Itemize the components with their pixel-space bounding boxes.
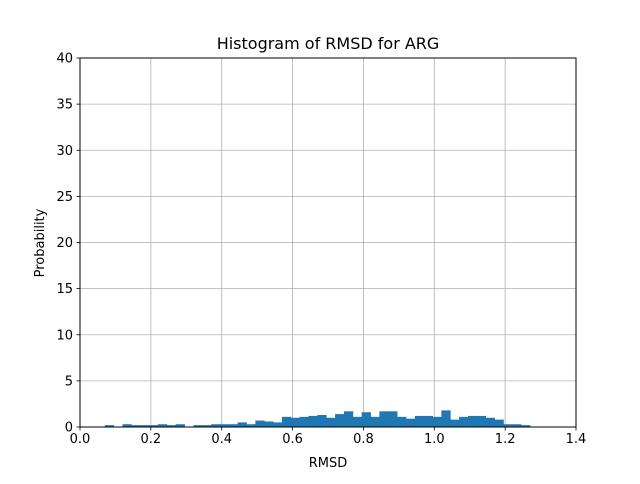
histogram-bar: [485, 417, 495, 427]
histogram-bar: [299, 416, 309, 427]
histogram-bar: [211, 424, 221, 427]
x-tick-label: 1.0: [424, 432, 445, 447]
histogram-bar: [512, 424, 522, 427]
x-tick-label: 1.4: [566, 432, 587, 447]
histogram-bar: [122, 424, 132, 427]
histogram-bar: [370, 416, 380, 427]
histogram-bar: [414, 415, 425, 427]
x-axis-label: RMSD: [309, 456, 348, 471]
y-tick-label: 20: [56, 236, 73, 251]
histogram-bar: [149, 425, 159, 427]
histogram-bar: [166, 425, 177, 427]
histogram-bar: [503, 424, 513, 427]
y-tick-label: 10: [56, 328, 73, 343]
histogram-bar: [361, 412, 371, 427]
y-axis-ticks: 0 5 10 15 20 25 30 35 40: [56, 52, 80, 436]
x-axis-ticks: 0.0 0.2 0.4 0.6 0.8 1.0 1.2 1.4: [70, 427, 587, 447]
histogram-bar: [219, 424, 230, 427]
y-tick-label: 25: [56, 190, 73, 205]
x-tick-label: 0.6: [282, 432, 303, 447]
y-tick-label: 30: [56, 144, 73, 159]
histogram-bar: [388, 411, 398, 427]
histogram-bars: [104, 410, 531, 427]
x-tick-label: 0.2: [141, 432, 162, 447]
x-tick-label: 1.2: [495, 432, 516, 447]
x-tick-label: 0.8: [353, 432, 374, 447]
histogram-bar: [246, 424, 256, 427]
histogram-bar: [405, 418, 416, 427]
histogram-bar: [397, 416, 407, 427]
histogram-bar: [140, 425, 150, 427]
y-tick-label: 40: [56, 52, 73, 67]
histogram-bar: [281, 416, 292, 427]
histogram-bar: [476, 415, 487, 427]
y-tick-label: 5: [65, 374, 73, 389]
y-tick-label: 35: [56, 98, 73, 113]
histogram-bar: [317, 415, 327, 427]
histogram-bar: [157, 424, 168, 427]
y-axis-label: Probability: [33, 208, 48, 277]
histogram-bar: [335, 414, 345, 427]
histogram-bar: [432, 416, 442, 427]
histogram-bar: [228, 424, 239, 427]
histogram-bar: [467, 415, 478, 427]
histogram-bar: [290, 417, 301, 427]
histogram-bar: [131, 425, 141, 427]
y-tick-label: 0: [65, 421, 73, 436]
histogram-bar: [379, 411, 389, 427]
x-tick-label: 0.4: [211, 432, 232, 447]
histogram-bar: [175, 424, 185, 427]
histogram-bar: [450, 419, 460, 427]
histogram-bar: [255, 420, 265, 427]
histogram-bar: [343, 411, 354, 427]
histogram-bar: [521, 425, 531, 427]
histogram-bar: [494, 419, 504, 427]
x-tick-label: 0.0: [70, 432, 91, 447]
histogram-bar: [237, 422, 247, 427]
histogram-bar: [193, 425, 203, 427]
histogram-bar: [273, 422, 283, 427]
chart-title: Histogram of RMSD for ARG: [217, 34, 440, 53]
histogram-bar: [423, 415, 433, 427]
histogram-bar: [352, 416, 363, 427]
histogram-bar: [202, 425, 212, 427]
histogram-bar: [104, 425, 115, 427]
histogram-bar: [326, 417, 336, 427]
histogram-bar: [441, 410, 451, 427]
histogram-bar: [459, 416, 469, 427]
histogram-bar: [264, 421, 274, 427]
y-tick-label: 15: [56, 282, 73, 297]
histogram-bar: [308, 415, 318, 427]
